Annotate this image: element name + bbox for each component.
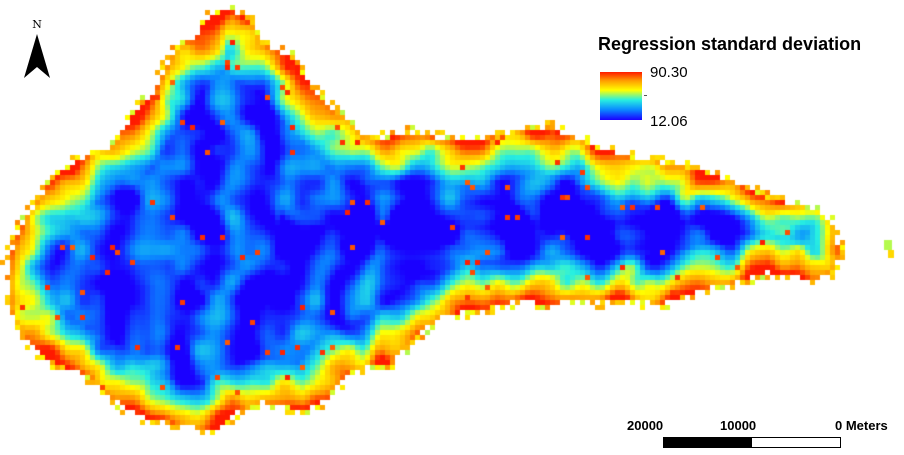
north-label: N [32,18,42,31]
scale-label-20000: 20000 [627,418,664,433]
north-arrow: N [22,18,52,84]
legend-max-label: 90.30 [650,64,688,81]
legend-min-label: 12.06 [650,113,688,130]
legend-color-ramp [600,72,642,120]
legend-tick [644,95,647,96]
legend-title: Regression standard deviation [598,34,862,54]
scale-label-0: 0 Meters [835,418,888,433]
scale-bar [663,437,841,448]
scale-label-10000: 10000 [720,418,757,433]
scale-bar-segment [664,438,752,447]
north-arrow-icon [24,34,50,78]
